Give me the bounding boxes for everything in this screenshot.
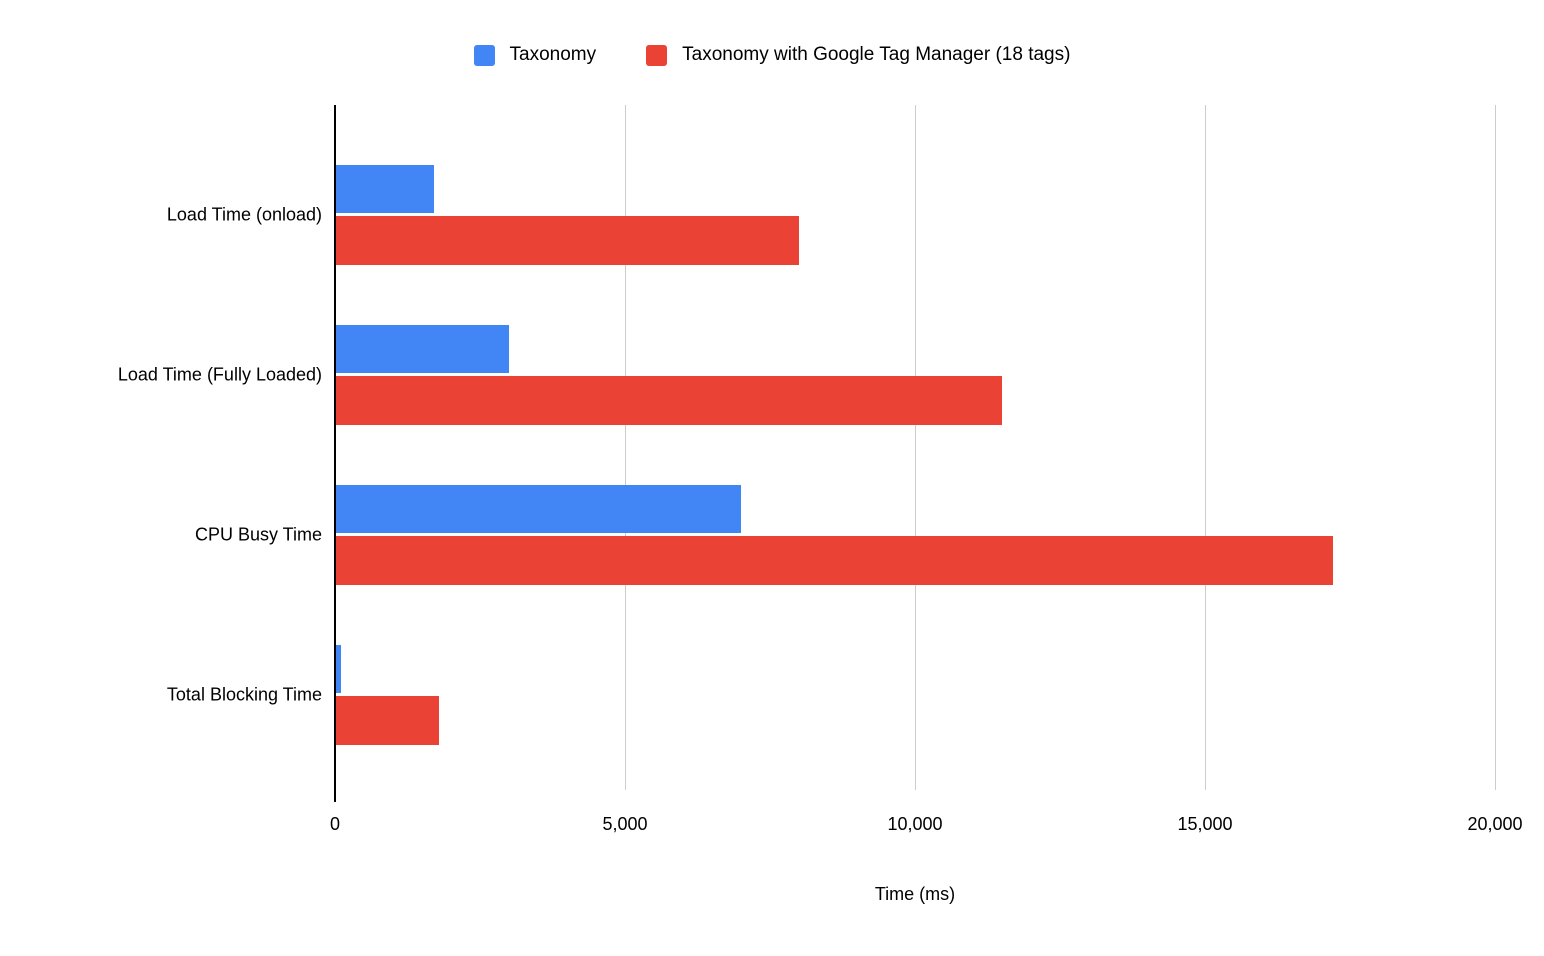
bar-series1-category3 [335,696,440,745]
x-tick-label: 0 [329,814,341,834]
x-tick-label: 10,000 [887,814,943,834]
plot-area [334,105,1496,805]
x-tick-label: 15,000 [1177,814,1233,834]
bar-series1-category0 [335,216,799,265]
chart-legend: Taxonomy Taxonomy with Google Tag Manager… [0,44,1544,66]
bar-series0-category1 [335,325,509,373]
category-label: Load Time (onload) [166,204,322,225]
legend-item-0: Taxonomy [473,44,597,66]
bar-series1-category2 [335,536,1333,585]
gridline [625,105,626,790]
gridline [915,105,916,790]
gridline [1495,105,1496,790]
legend-swatch-icon [646,44,668,66]
x-tick-label: 5,000 [602,814,648,834]
legend-label: Taxonomy [509,44,597,65]
x-axis-tick-labels: 0 5,000 10,000 15,000 20,000 [330,814,1523,844]
x-axis-title: Time (ms) [874,884,956,904]
legend-item-1: Taxonomy with Google Tag Manager (18 tag… [646,44,1070,66]
y-axis-line [334,105,336,802]
category-label: Total Blocking Time [166,684,322,705]
bar-series1-category1 [335,376,1002,425]
x-tick-label: 20,000 [1467,814,1523,834]
bar-series0-category0 [335,165,434,213]
gridline [1205,105,1206,790]
category-label: CPU Busy Time [194,524,322,545]
bar-series0-category2 [335,485,741,533]
bar-series0-category3 [335,645,341,693]
legend-swatch-icon [473,44,495,66]
category-axis-labels: Load Time (onload) Load Time (Fully Loade… [0,105,322,805]
legend-label: Taxonomy with Google Tag Manager (18 tag… [682,44,1071,65]
category-label: Load Time (Fully Loaded) [117,364,322,385]
